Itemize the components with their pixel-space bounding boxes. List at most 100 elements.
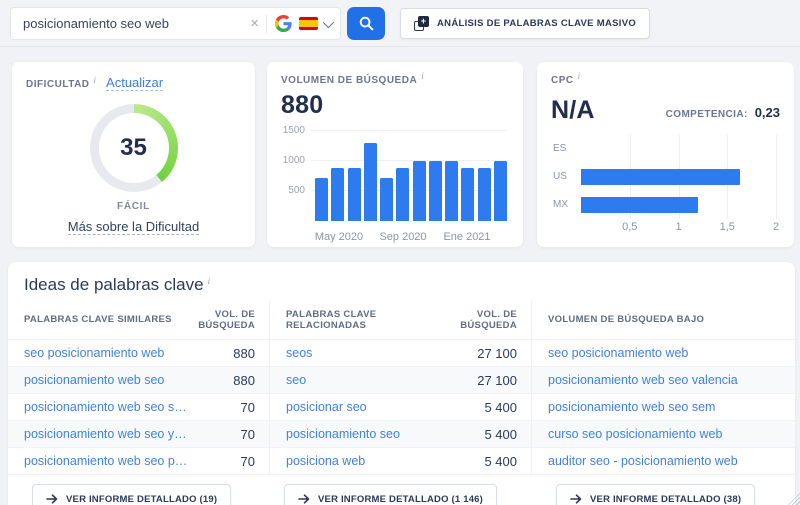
cpc-plot: 0,5 1 1,5 2 (581, 135, 779, 233)
arrow-right-icon (46, 494, 58, 504)
search-button[interactable] (347, 7, 385, 40)
column-header-volume: VOL. DE BÚSQUEDA (460, 308, 517, 331)
keyword-link[interactable]: posicionamiento web seo pampl… (24, 454, 189, 468)
difficulty-gauge-inner: 35 (98, 113, 169, 183)
y-axis-tick: 1500 (282, 125, 305, 136)
keyword-link[interactable]: posicionamiento web seo valencia (548, 373, 738, 387)
difficulty-update-link[interactable]: Actualizar (106, 75, 164, 91)
low-volume-report-label: VER INFORME DETALLADO (38) (590, 493, 742, 505)
volume-bar (477, 168, 491, 221)
search-box[interactable]: × (10, 7, 341, 40)
table-row[interactable]: posicionamiento web seo pampl… 70 (8, 448, 269, 475)
volume-bar (315, 178, 328, 221)
country-bar-row (581, 163, 776, 191)
keyword-link[interactable]: posiciona web (286, 454, 366, 468)
column-header-similar-keywords: PALABRAS CLAVE SIMILARES (24, 314, 172, 325)
google-icon (275, 15, 292, 32)
difficulty-more-link[interactable]: Más sobre la Dificultad (67, 219, 200, 235)
arrow-right-icon (570, 494, 582, 504)
x-axis-tick: Ene 2021 (443, 231, 491, 243)
table-row[interactable]: posicionamiento web seo 880 (8, 367, 269, 394)
table-row[interactable]: posicionamiento seo 5 400 (270, 421, 531, 448)
volume-bar (445, 161, 459, 221)
column-header-low-volume: VOLUMEN DE BÚSQUEDA BAJO (548, 314, 705, 325)
volume-value: 70 (240, 453, 255, 469)
difficulty-score: 35 (120, 134, 147, 161)
x-axis-tick: Sep 2020 (379, 231, 427, 243)
keyword-link[interactable]: posicionamiento web seo sem (548, 400, 716, 414)
table-row[interactable]: auditor seo - posicionamiento web (532, 448, 795, 475)
table-row[interactable]: posicionamiento web seo sem (532, 394, 795, 421)
x-axis-tick: 0,5 (622, 221, 638, 233)
country-label: US (553, 171, 567, 182)
volume-value: 5 400 (484, 399, 517, 415)
search-input[interactable] (11, 16, 244, 31)
table-row[interactable]: posicionamiento web seo y sem 70 (8, 421, 269, 448)
volume-value: 880 (233, 372, 255, 388)
keyword-link[interactable]: seos (286, 346, 313, 360)
x-axis-tick: 2 (772, 221, 780, 233)
similar-keywords-table: PALABRAS CLAVE SIMILARES VOL. DE BÚSQUED… (8, 300, 270, 475)
table-row[interactable]: seo posicionamiento web (532, 340, 795, 367)
volume-bar (461, 168, 475, 221)
difficulty-card: DIFICULTAD i Actualizar 35 FÁCIL Más sob… (12, 62, 255, 247)
volume-value: 880 (233, 345, 255, 361)
volume-bar (363, 143, 377, 221)
table-row[interactable]: seo 27 100 (270, 367, 531, 394)
country-label: ES (553, 143, 567, 154)
low-volume-keywords-table: VOLUMEN DE BÚSQUEDA BAJO seo posicionami… (532, 300, 795, 475)
table-row[interactable]: seo posicionamiento web 880 (8, 340, 269, 367)
gridline (776, 135, 777, 219)
keyword-ideas-title: Ideas de palabras clave (24, 275, 204, 294)
keyword-link[interactable]: posicionamiento web seo y sem (24, 427, 189, 441)
bulk-analysis-button[interactable]: + ANÁLISIS DE PALABRAS CLAVE MASIVO (400, 8, 651, 39)
volume-label: VOLUMEN DE BÚSQUEDA (281, 75, 418, 86)
table-row[interactable]: posicionamiento web seo valencia (532, 367, 795, 394)
info-icon[interactable]: i (577, 71, 581, 81)
similar-report-button[interactable]: VER INFORME DETALLADO (19) (32, 484, 232, 505)
volume-bar (331, 168, 345, 221)
table-row[interactable]: seos 27 100 (270, 340, 531, 367)
country-bar-row (581, 135, 776, 163)
info-icon[interactable]: i (207, 276, 211, 286)
column-header-related-keywords: PALABRAS CLAVE RELACIONADAS (286, 308, 377, 331)
keyword-link[interactable]: seo posicionamiento web (548, 346, 689, 360)
keyword-link[interactable]: posicionar seo (286, 400, 367, 414)
keyword-link[interactable]: seo (286, 373, 307, 387)
table-row[interactable]: posicionar seo 5 400 (270, 394, 531, 421)
keyword-link[interactable]: posicionamiento web seo (24, 373, 165, 387)
volume-value: 70 (240, 399, 255, 415)
arrow-right-icon (298, 494, 310, 504)
volume-bar (412, 161, 426, 221)
chevron-down-icon[interactable] (322, 16, 335, 28)
keyword-link[interactable]: posicionamiento seo (286, 427, 400, 441)
keyword-link[interactable]: seo posicionamiento web (24, 346, 165, 360)
bulk-analysis-label: ANÁLISIS DE PALABRAS CLAVE MASIVO (437, 18, 637, 29)
volume-value: 5 400 (484, 426, 517, 442)
volume-bar (347, 168, 361, 221)
keyword-link[interactable]: posicionamiento web seo sem (24, 400, 189, 414)
table-row[interactable]: posiciona web 5 400 (270, 448, 531, 475)
cpc-value: N/A (551, 96, 595, 124)
keyword-link[interactable]: auditor seo - posicionamiento web (548, 454, 738, 468)
cpc-bar (581, 197, 698, 213)
difficulty-gauge: 35 (89, 104, 178, 192)
search-volume-chart: 500 1000 1500 May 2020 Sep 2020 Ene 2021 (281, 125, 509, 243)
info-icon[interactable]: i (93, 75, 97, 85)
keyword-link[interactable]: curso seo posicionamiento web (548, 427, 723, 441)
spain-flag-icon[interactable] (299, 17, 318, 30)
related-report-button[interactable]: VER INFORME DETALLADO (1 146) (284, 484, 498, 505)
search-icon (359, 16, 373, 31)
info-icon[interactable]: i (421, 71, 424, 81)
cpc-label: CPC (551, 75, 574, 86)
table-row[interactable]: posicionamiento web seo sem 70 (8, 394, 269, 421)
x-axis-tick: 1,5 (719, 221, 735, 233)
low-volume-report-button[interactable]: VER INFORME DETALLADO (38) (556, 484, 756, 505)
table-row[interactable]: curso seo posicionamiento web (532, 421, 795, 448)
clear-search-icon[interactable]: × (250, 15, 259, 32)
competition-value: 0,23 (754, 105, 780, 120)
volume-x-labels: May 2020 Sep 2020 Ene 2021 (315, 228, 507, 243)
y-axis-tick: 1000 (282, 155, 305, 166)
topbar: × + ANÁLISIS DE PALABRAS CLAVE MA (0, 0, 800, 47)
